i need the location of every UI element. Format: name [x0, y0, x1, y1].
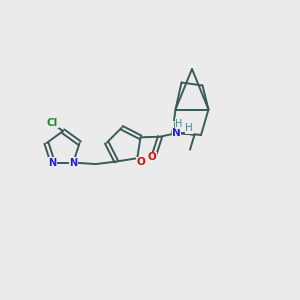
Text: H: H	[173, 122, 180, 131]
Text: N: N	[69, 158, 77, 168]
Text: H: H	[176, 118, 183, 129]
Text: O: O	[136, 158, 145, 167]
Text: Cl: Cl	[47, 118, 58, 128]
Text: N: N	[48, 158, 56, 168]
Text: H: H	[185, 123, 193, 133]
Text: O: O	[148, 152, 157, 162]
Text: N: N	[172, 128, 181, 138]
